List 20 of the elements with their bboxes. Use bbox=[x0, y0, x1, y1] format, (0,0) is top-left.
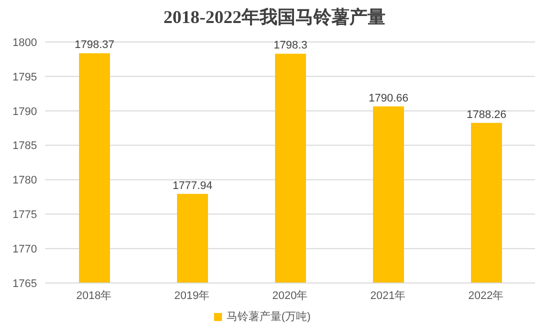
y-tick-label: 1790 bbox=[12, 106, 37, 118]
x-tick-label: 2018年 bbox=[76, 290, 112, 302]
x-tick-label: 2020年 bbox=[272, 290, 308, 302]
data-label: 1788.26 bbox=[466, 108, 506, 121]
chart-title: 2018-2022年我国马铃薯产量 bbox=[162, 6, 386, 29]
y-tick-label: 1775 bbox=[12, 209, 37, 222]
y-tick-label: 1800 bbox=[12, 36, 37, 49]
x-tick-label: 2019年 bbox=[174, 290, 210, 302]
data-label: 1777.94 bbox=[172, 180, 212, 192]
x-tick-label: 2022年 bbox=[468, 290, 504, 302]
x-tick-label: 2021年 bbox=[370, 290, 406, 302]
data-label: 1798.3 bbox=[274, 40, 308, 52]
data-label: 1798.37 bbox=[74, 39, 114, 52]
data-label: 1790.66 bbox=[368, 92, 408, 104]
y-tick-label: 1785 bbox=[12, 140, 37, 152]
y-tick-label: 1770 bbox=[12, 243, 37, 256]
y-tick-label: 1795 bbox=[12, 71, 37, 84]
legend-label: 马铃薯产量(万吨) bbox=[226, 311, 311, 323]
y-tick-label: 1765 bbox=[12, 278, 37, 290]
y-tick-label: 1780 bbox=[12, 174, 37, 187]
